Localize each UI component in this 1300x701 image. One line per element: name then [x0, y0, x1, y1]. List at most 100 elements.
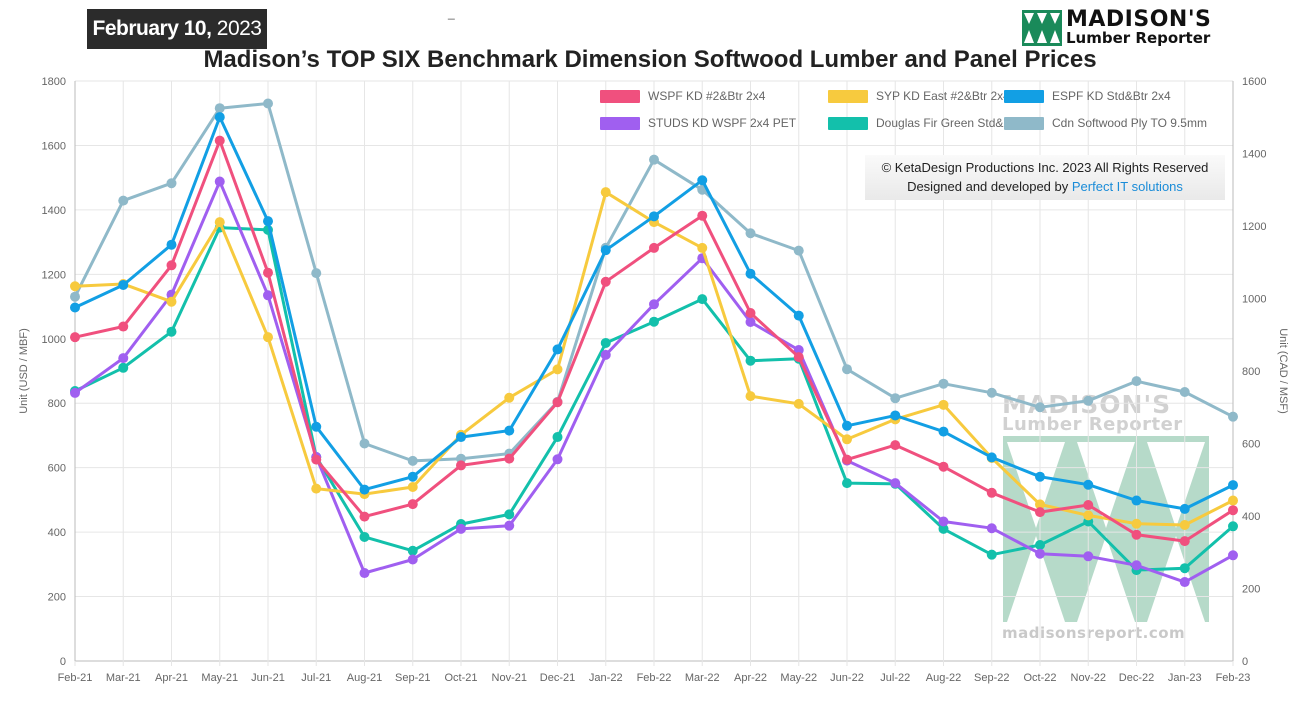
data-point-espf	[263, 216, 273, 227]
legend-swatch	[600, 89, 640, 103]
data-point-espf	[311, 421, 322, 432]
x-tick-label: Nov-22	[1071, 672, 1106, 684]
legend-swatch	[600, 116, 640, 130]
data-point-espf	[890, 410, 901, 421]
legend-label: Cdn Softwood Ply TO 9.5mm	[1052, 116, 1207, 130]
data-point-studs	[1083, 551, 1094, 562]
data-point-syp	[1228, 495, 1238, 506]
y2-tick-label: 200	[1242, 584, 1260, 596]
y-tick-label: 0	[60, 656, 66, 668]
x-tick-label: Dec-21	[540, 672, 575, 684]
legend-item-ply[interactable]: Cdn Softwood Ply TO 9.5mm	[1004, 116, 1207, 130]
data-point-studs	[745, 317, 756, 328]
data-point-wspf	[311, 454, 322, 465]
y-tick-label: 400	[48, 527, 66, 539]
legend-item-espf[interactable]: ESPF KD Std&Btr 2x4	[1004, 89, 1171, 103]
data-point-wspf	[890, 440, 901, 451]
logo-mark-icon	[1022, 10, 1062, 46]
legend-swatch	[1004, 116, 1044, 130]
watermark-mark-icon	[1003, 436, 1209, 622]
data-point-wspf	[1083, 500, 1094, 511]
data-point-ply	[793, 245, 804, 256]
data-point-studs	[263, 290, 273, 301]
x-tick-label: Jul-22	[880, 672, 910, 684]
data-point-ply	[649, 154, 659, 165]
data-point-ply	[1083, 395, 1094, 406]
y-tick-label: 1400	[42, 205, 66, 217]
data-point-studs	[600, 349, 611, 360]
x-tick-label: Nov-21	[492, 672, 527, 684]
data-point-espf	[1179, 503, 1190, 514]
legend-label: SYP KD East #2&Btr 2x4	[876, 89, 1010, 103]
x-tick-label: Oct-21	[444, 672, 477, 684]
data-point-espf	[697, 175, 708, 186]
data-point-syp	[407, 482, 418, 492]
data-point-wspf	[600, 276, 611, 287]
legend-item-syp[interactable]: SYP KD East #2&Btr 2x4	[828, 89, 1010, 103]
data-point-ply	[1179, 387, 1190, 398]
data-point-studs	[793, 345, 804, 356]
legend-item-studs[interactable]: STUDS KD WSPF 2x4 PET	[600, 116, 796, 130]
data-point-wspf	[986, 487, 997, 498]
data-point-syp	[1083, 510, 1094, 521]
data-point-wspf	[793, 352, 804, 363]
data-point-espf	[504, 425, 515, 436]
y2-tick-label: 600	[1242, 439, 1260, 451]
credits-prefix: Designed and developed by	[907, 179, 1069, 194]
data-point-wspf	[359, 511, 370, 522]
series-espf	[70, 112, 1238, 514]
data-point-espf	[938, 426, 949, 437]
data-point-wspf	[263, 267, 273, 278]
legend-label: Douglas Fir Green Std&Btr 2x4	[876, 116, 1042, 130]
data-point-espf	[1228, 480, 1238, 491]
data-point-studs	[504, 520, 515, 531]
data-point-studs	[1179, 577, 1190, 588]
legend-item-dfir[interactable]: Douglas Fir Green Std&Btr 2x4	[828, 116, 1041, 130]
data-point-wspf	[1228, 505, 1238, 516]
watermark-url: madisonsreport.com	[1002, 624, 1186, 642]
data-point-espf	[166, 239, 177, 250]
data-point-dfir	[552, 432, 563, 443]
copyright-line: © KetaDesign Productions Inc. 2023 All R…	[881, 160, 1209, 175]
data-point-wspf	[1035, 507, 1045, 518]
data-point-dfir	[1179, 563, 1190, 574]
y2-tick-label: 400	[1242, 511, 1260, 523]
data-point-studs	[938, 516, 949, 527]
y-tick-label: 1800	[42, 76, 66, 88]
data-point-syp	[745, 391, 756, 402]
perfect-it-link[interactable]: Perfect IT solutions	[1071, 179, 1183, 194]
x-tick-label: Jun-21	[251, 672, 285, 684]
data-point-syp	[697, 242, 708, 253]
data-point-studs	[1228, 550, 1238, 561]
watermark-text-sub: Lumber Reporter	[1002, 414, 1183, 435]
stray-mark: _	[448, 6, 455, 20]
data-point-dfir	[1035, 540, 1045, 550]
x-tick-label: Jul-21	[301, 672, 331, 684]
data-point-syp	[1131, 518, 1142, 529]
x-tick-label: Jun-22	[830, 672, 864, 684]
data-point-ply	[359, 438, 370, 449]
data-point-syp	[311, 483, 322, 494]
chart-title: Madison’s TOP SIX Benchmark Dimension So…	[203, 46, 1097, 73]
data-point-studs	[986, 523, 997, 534]
data-point-dfir	[938, 523, 949, 534]
data-point-ply	[166, 178, 177, 189]
x-tick-label: Sep-21	[395, 672, 430, 684]
data-point-dfir	[1228, 521, 1238, 532]
data-point-wspf	[697, 210, 708, 221]
date-year: 2023	[216, 17, 262, 40]
legend-label: STUDS KD WSPF 2x4 PET	[648, 116, 797, 130]
data-point-espf	[70, 302, 80, 313]
data-point-espf	[552, 344, 563, 355]
data-point-syp	[166, 296, 177, 307]
data-point-studs	[552, 454, 563, 465]
x-tick-label: Dec-22	[1119, 672, 1154, 684]
legend-item-wspf[interactable]: WSPF KD #2&Btr 2x4	[600, 89, 765, 103]
data-point-ply	[70, 291, 80, 302]
data-point-ply	[1131, 376, 1142, 387]
data-point-ply	[118, 195, 129, 206]
data-point-ply	[407, 455, 418, 466]
data-point-ply	[1228, 411, 1238, 422]
data-point-syp	[1179, 520, 1190, 531]
